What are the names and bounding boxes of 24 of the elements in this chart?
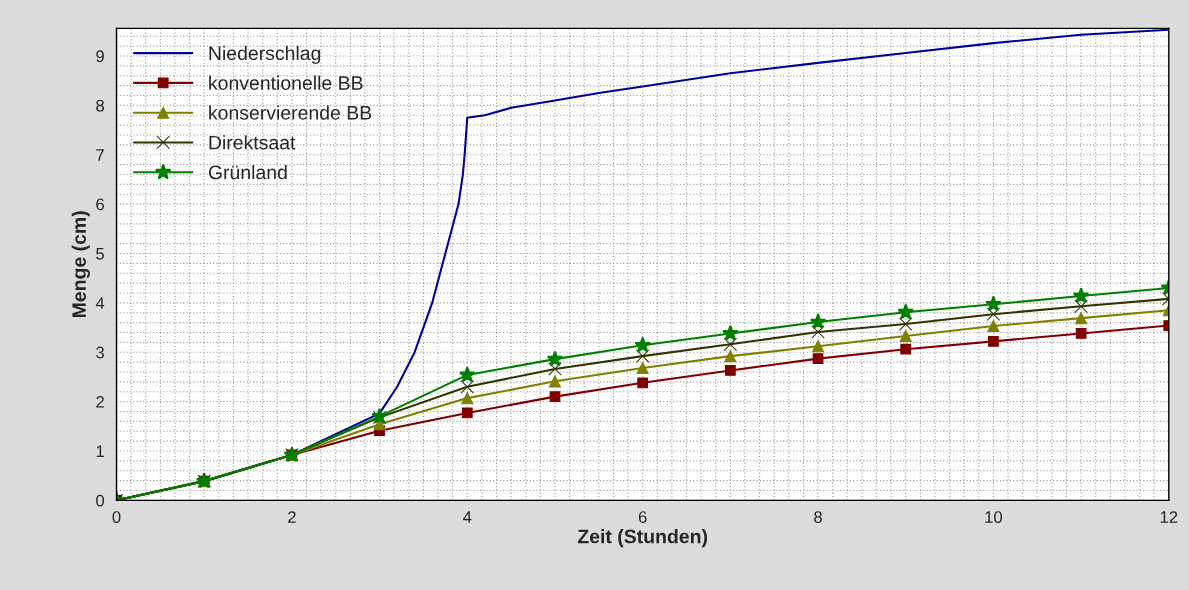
x-axis-title: Zeit (Stunden)	[577, 529, 708, 548]
y-tick-label: 4	[95, 297, 105, 309]
y-tick-label: 5	[96, 248, 105, 260]
x-tick-label: 12	[1160, 511, 1178, 523]
y-tick-label: 2	[96, 395, 104, 408]
y-tick-label: 6	[96, 198, 104, 211]
x-tick-label: 8	[814, 511, 822, 523]
legend-label: Direktsaat	[209, 135, 296, 150]
y-tick-label: 8	[96, 99, 104, 112]
x-tick-label: 0	[112, 511, 121, 523]
legend-label: konservierende BB	[209, 105, 372, 120]
x-tick-label: 6	[638, 511, 647, 523]
legend-label: konventionelle BB	[209, 75, 363, 90]
y-tick-label: 9	[96, 50, 104, 63]
y-axis-title: Menge (cm)	[71, 211, 90, 318]
y-tick-label: 0	[96, 494, 105, 507]
legend-label: Niederschlag	[209, 45, 321, 64]
y-tick-label: 7	[96, 149, 104, 161]
x-tick-label: 2	[288, 511, 296, 523]
x-tick-label: 10	[985, 511, 1003, 523]
y-tick-label: 3	[96, 346, 104, 359]
x-tick-label: 4	[463, 511, 472, 523]
legend-label: Grünland	[208, 164, 287, 180]
y-tick-label: 1	[96, 445, 104, 457]
